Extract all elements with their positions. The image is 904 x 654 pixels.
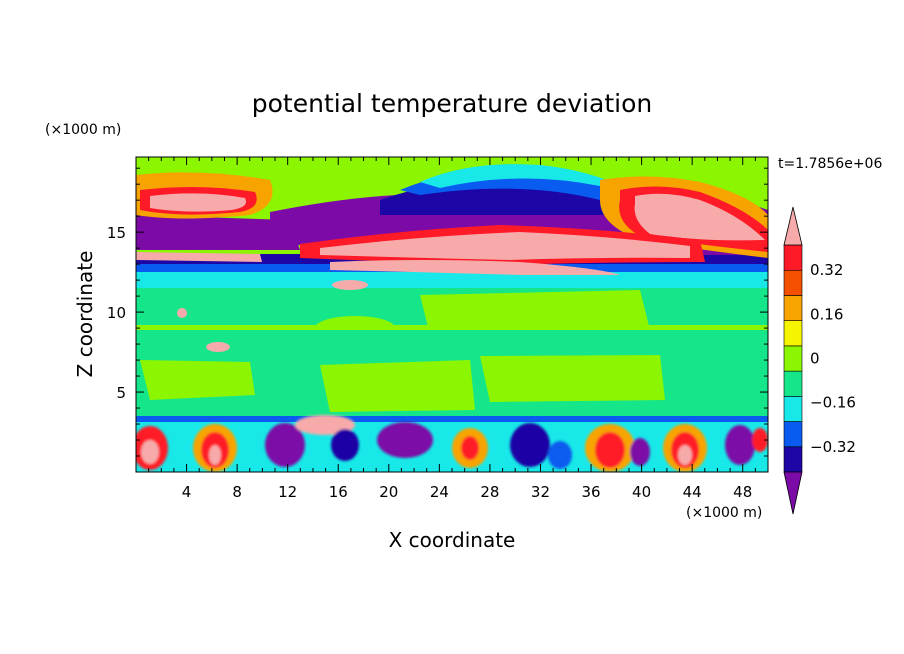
field-patch-lower-mid (320, 360, 475, 412)
colorbar-extend-high (783, 206, 803, 246)
field-pink-blob-a (332, 280, 368, 290)
field-bl-blue (136, 416, 768, 422)
colorbar-extend-low (783, 471, 803, 515)
field-warm-top-right-pink (634, 193, 765, 241)
x-tick-label: 44 (683, 483, 702, 501)
field-bl-cells (136, 415, 768, 472)
x-unit-label: (×1000 m) (686, 505, 762, 521)
field-band-teal (136, 272, 768, 288)
colorbar-segment (783, 421, 803, 448)
time-label: t=1.7856e+06 (778, 156, 882, 172)
y-axis-ticks: 5 10 15 (107, 167, 768, 457)
x-tick-label: 20 (379, 483, 398, 501)
colorbar-segment (783, 320, 803, 347)
heatmap-field (136, 157, 768, 472)
field-pink-streak (330, 260, 620, 275)
field-upper-purple-left (136, 215, 300, 250)
colorbar-segment (783, 244, 803, 271)
x-tick-label: 32 (531, 483, 550, 501)
x-tick-label: 40 (632, 483, 651, 501)
field-patch-lower-left (140, 360, 255, 400)
field-band-mid-low (136, 330, 768, 348)
y-axis-label: Z coordinate (73, 251, 97, 378)
field-warm-top-left-pink (150, 193, 247, 212)
colorbar-segment (783, 345, 803, 372)
field-upper-teal-cap (420, 164, 630, 190)
field-left-streak (136, 252, 262, 262)
field-pink-filament-core (320, 232, 690, 260)
field-patch-lower-right (480, 355, 665, 402)
colorbar-tick-label: 0 (810, 350, 820, 368)
field-bl-teal (136, 420, 768, 472)
field-pink-blob-c (206, 342, 230, 352)
y-unit-label: (×1000 m) (45, 122, 121, 138)
y-tick-label: 15 (107, 224, 126, 242)
colorbar-segment (783, 446, 803, 473)
colorbar-segment (783, 295, 803, 321)
x-tick-label: 36 (581, 483, 600, 501)
colorbar-tick-label: −0.16 (810, 394, 856, 412)
x-tick-label: 48 (733, 483, 752, 501)
colorbar-tick-label: 0.16 (810, 305, 843, 323)
colorbar-tick-label: 0.32 (810, 261, 843, 279)
x-tick-label: 16 (329, 483, 348, 501)
colorbar-segment (783, 269, 803, 296)
y-tick-label: 10 (107, 304, 126, 322)
colorbar: 0.32 0.16 0 −0.16 −0.32 (783, 206, 856, 515)
x-tick-label: 28 (480, 483, 499, 501)
y-tick-label: 5 (116, 384, 126, 402)
chart-title: potential temperature deviation (252, 89, 652, 118)
x-tick-label: 24 (430, 483, 449, 501)
x-tick-label: 8 (232, 483, 242, 501)
x-axis-label: X coordinate (389, 528, 516, 552)
x-tick-label: 12 (278, 483, 297, 501)
field-patch-mid-a (420, 290, 650, 335)
colorbar-segment (783, 370, 803, 397)
colorbar-segment (783, 396, 803, 422)
x-axis-ticks: 4 8 12 16 20 24 28 32 36 40 44 48 (148, 157, 756, 501)
field-pink-blob-b (177, 308, 187, 318)
x-tick-label: 4 (182, 483, 192, 501)
colorbar-tick-label: −0.32 (810, 438, 856, 456)
